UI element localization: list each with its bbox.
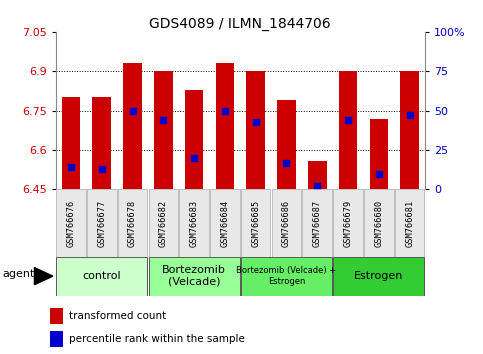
Bar: [87, 189, 116, 257]
Polygon shape: [34, 268, 53, 285]
Text: GSM766683: GSM766683: [190, 199, 199, 247]
Text: percentile rank within the sample: percentile rank within the sample: [69, 334, 244, 344]
Bar: [62, 97, 80, 189]
Bar: [215, 63, 234, 189]
Text: GSM766684: GSM766684: [220, 199, 229, 247]
Point: [67, 165, 75, 170]
Bar: [308, 160, 327, 189]
Point: [375, 171, 383, 177]
Point: [98, 166, 106, 172]
Text: GSM766676: GSM766676: [67, 199, 75, 247]
Bar: [185, 90, 203, 189]
Point: [344, 117, 352, 123]
Bar: [364, 189, 394, 257]
Text: GSM766685: GSM766685: [251, 199, 260, 247]
Text: agent: agent: [3, 269, 35, 279]
Bar: [179, 189, 209, 257]
Bar: [333, 257, 425, 296]
Point: [313, 183, 321, 189]
Bar: [210, 189, 240, 257]
Bar: [123, 63, 142, 189]
Bar: [241, 189, 270, 257]
Title: GDS4089 / ILMN_1844706: GDS4089 / ILMN_1844706: [149, 17, 331, 31]
Bar: [50, 331, 63, 347]
Bar: [395, 189, 425, 257]
Point: [221, 108, 229, 114]
Text: GSM766686: GSM766686: [282, 199, 291, 247]
Text: transformed count: transformed count: [69, 311, 166, 321]
Bar: [339, 71, 357, 189]
Text: GSM766678: GSM766678: [128, 199, 137, 247]
Bar: [92, 97, 111, 189]
Text: control: control: [83, 271, 121, 281]
Point: [128, 108, 136, 114]
Bar: [302, 189, 332, 257]
Text: GSM766681: GSM766681: [405, 199, 414, 247]
Bar: [50, 308, 63, 324]
Bar: [154, 71, 172, 189]
Text: Estrogen: Estrogen: [354, 271, 403, 281]
Bar: [56, 189, 85, 257]
Bar: [56, 257, 147, 296]
Bar: [149, 257, 240, 296]
Bar: [272, 189, 301, 257]
Text: GSM766687: GSM766687: [313, 199, 322, 247]
Bar: [400, 71, 419, 189]
Point: [159, 117, 167, 123]
Point: [190, 155, 198, 161]
Bar: [369, 119, 388, 189]
Point: [252, 119, 259, 125]
Text: GSM766679: GSM766679: [343, 199, 353, 247]
Bar: [118, 189, 147, 257]
Text: GSM766677: GSM766677: [97, 199, 106, 247]
Bar: [246, 71, 265, 189]
Text: GSM766680: GSM766680: [374, 199, 384, 247]
Text: Bortezomib
(Velcade): Bortezomib (Velcade): [162, 265, 226, 287]
Bar: [241, 257, 332, 296]
Point: [406, 113, 413, 118]
Text: GSM766682: GSM766682: [159, 199, 168, 247]
Point: [283, 160, 290, 165]
Bar: [277, 100, 296, 189]
Bar: [333, 189, 363, 257]
Bar: [149, 189, 178, 257]
Text: Bortezomib (Velcade) +
Estrogen: Bortezomib (Velcade) + Estrogen: [236, 267, 337, 286]
